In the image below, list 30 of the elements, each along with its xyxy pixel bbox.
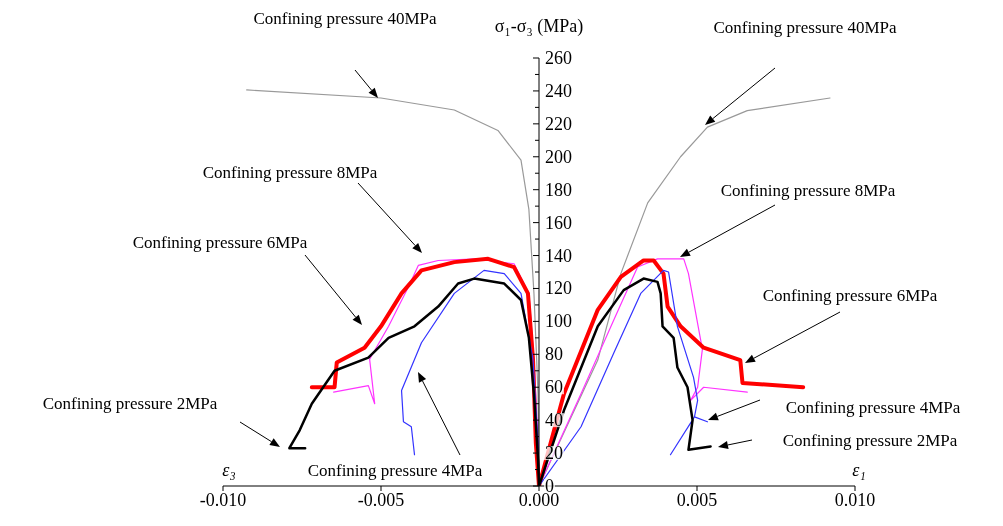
y-tick-label: 220 [545, 113, 572, 134]
x-axis-title: ε₁ [852, 460, 866, 480]
text: Confining pressure 40MPa [253, 8, 438, 28]
y-tick-label: 80 [545, 344, 563, 365]
y-tick-label: 120 [545, 278, 572, 299]
annotation: Confining pressure 6MPa [132, 232, 308, 252]
text: Confining pressure 40MPa [713, 17, 898, 37]
x-tick-label: -0.005 [357, 489, 405, 510]
annotation: Confining pressure 4MPa [785, 397, 961, 417]
x-tick-label: 0.005 [676, 489, 718, 510]
annotation: Confining pressure 6MPa [762, 285, 938, 305]
y-tick-label: 40 [545, 410, 563, 431]
y-tick-label: 200 [545, 146, 572, 167]
annotation: Confining pressure 8MPa [202, 162, 378, 182]
y-tick-label: 240 [545, 80, 572, 101]
y-axis-title: σ₁-σ₃ (MPa) [494, 16, 584, 37]
y-tick-label: 160 [545, 212, 572, 233]
x-tick-label: 0.010 [834, 489, 876, 510]
y-tick-label: 140 [545, 245, 572, 266]
y-tick-label: 180 [545, 179, 572, 200]
y-tick-label: 60 [545, 377, 563, 398]
annotation: Confining pressure 2MPa [782, 430, 958, 450]
annotation: ε₃ [222, 460, 236, 480]
y-tick-label: 260 [545, 48, 572, 68]
y-tick-label: 20 [545, 443, 563, 464]
annotation: Confining pressure 4MPa [307, 460, 483, 480]
text: Confining pressure 2MPa [42, 393, 218, 413]
x-tick-label: -0.010 [199, 489, 247, 510]
annotation: Confining pressure 8MPa [720, 180, 896, 200]
y-tick-label: 100 [545, 311, 572, 332]
